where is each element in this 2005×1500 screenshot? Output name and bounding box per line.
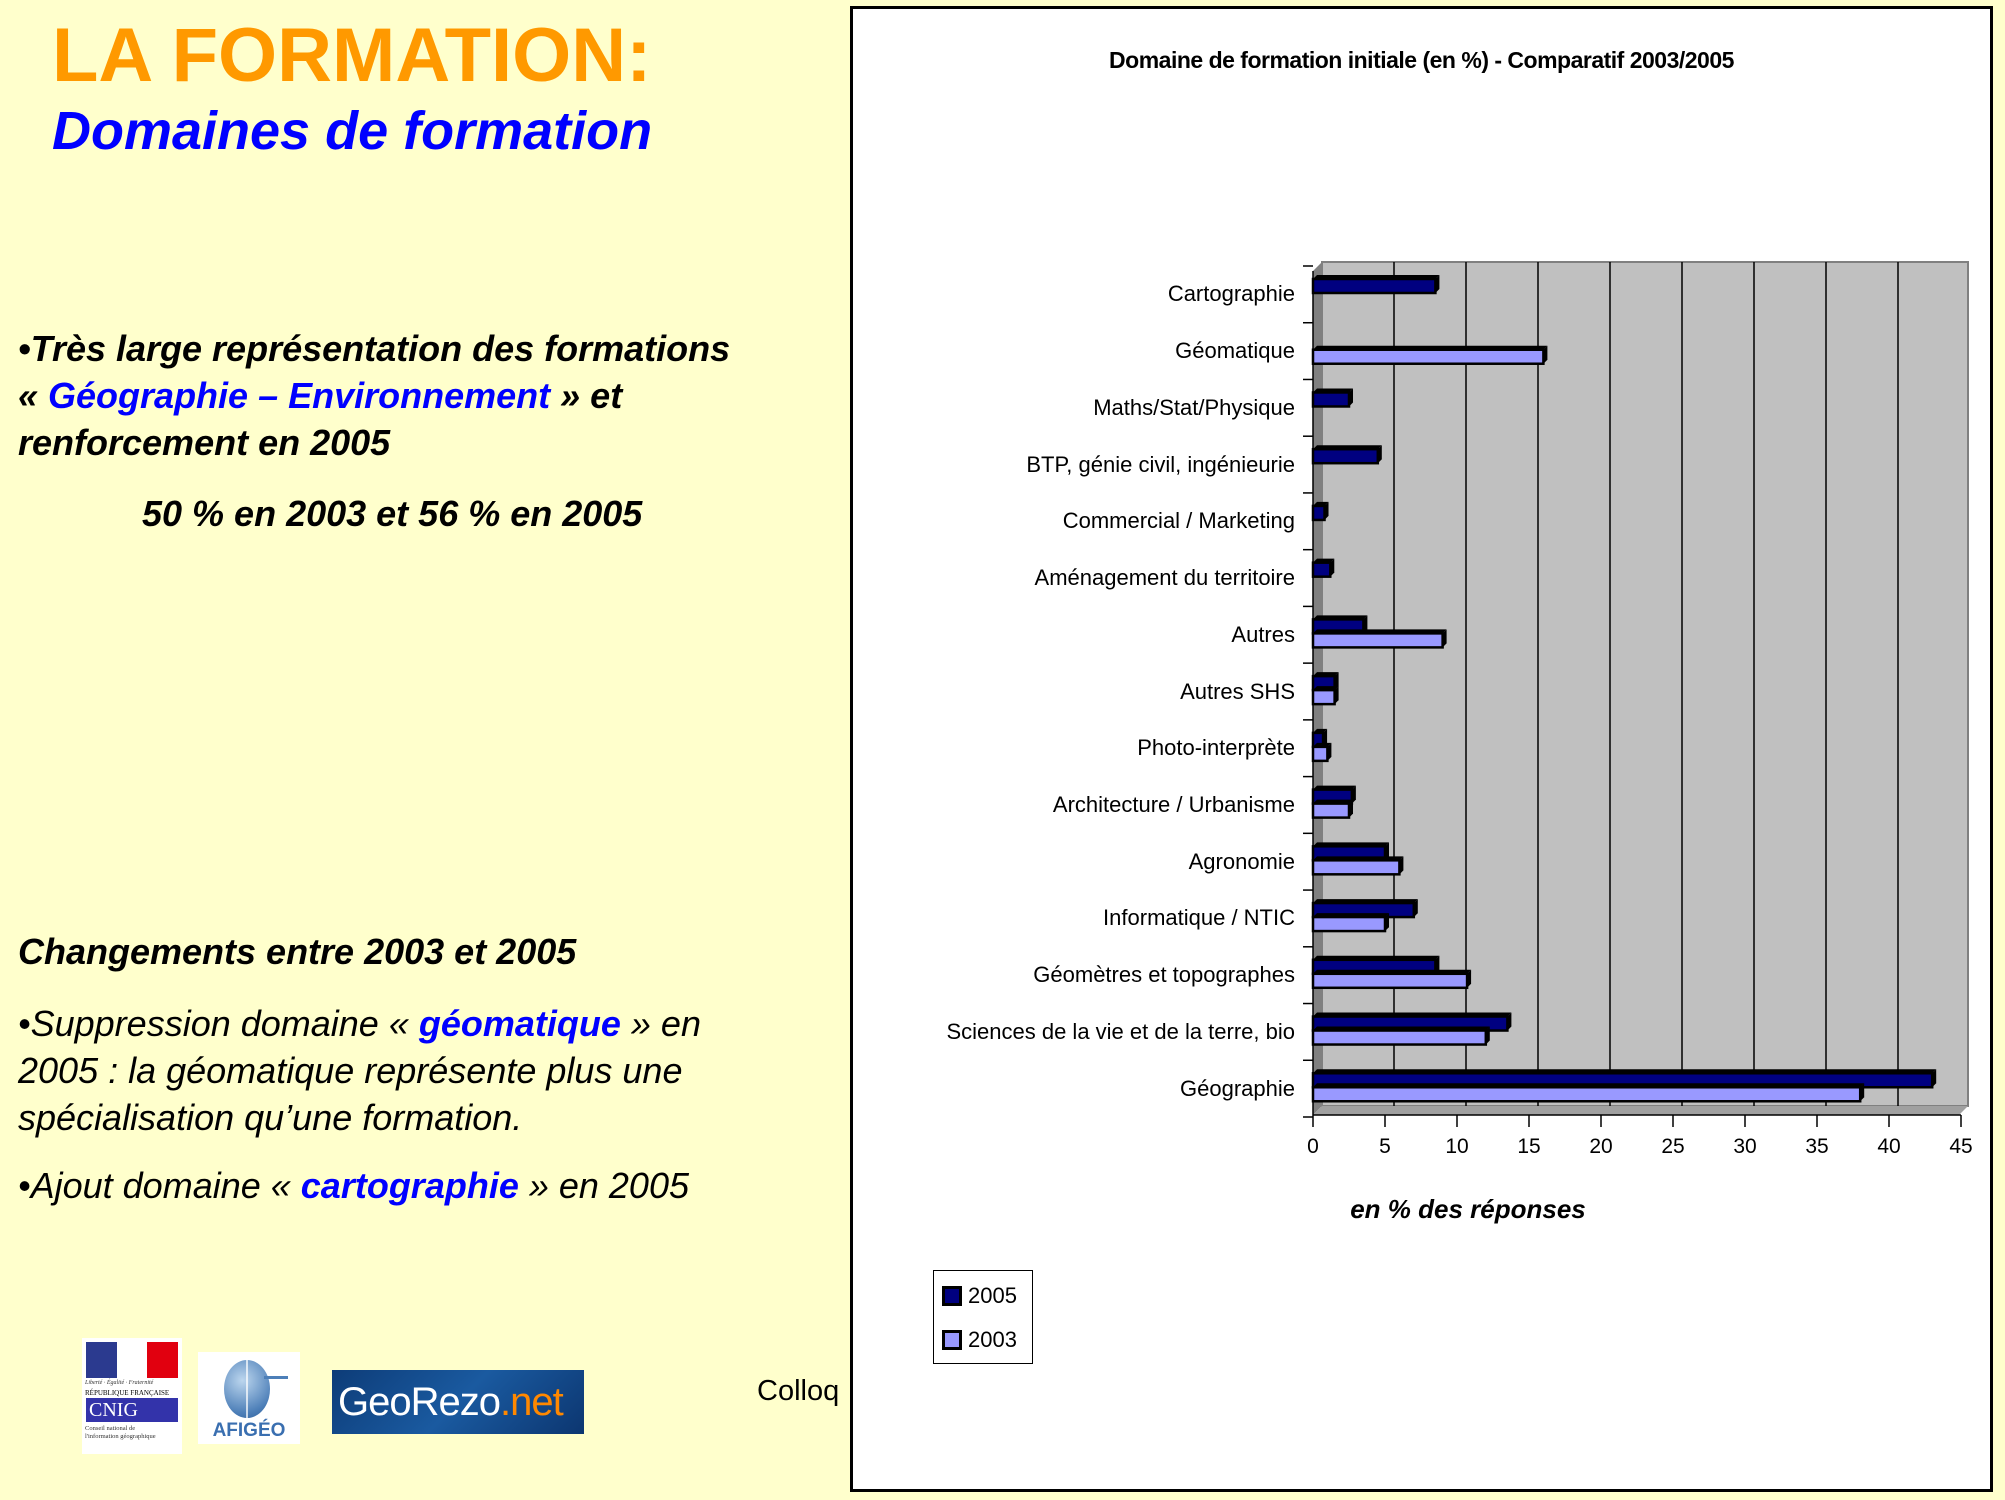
highlight-geographie-environnement: Géographie – Environnement <box>48 375 551 416</box>
category-label: Commercial / Marketing <box>1062 508 1295 534</box>
georezo-logo: GeoRezo.net <box>332 1370 584 1434</box>
category-label: Informatique / NTIC <box>1103 905 1295 931</box>
bar-2003 <box>1311 632 1444 649</box>
chart-legend: 2005 2003 <box>933 1270 1033 1364</box>
bar-2005 <box>1311 277 1437 295</box>
category-label: Maths/Stat/Physique <box>1093 394 1295 420</box>
x-tick-label: 5 <box>1379 1135 1391 1158</box>
category-labels: Cartographie Géomatique Maths/Stat/Physiqu… <box>853 9 1295 1489</box>
x-tick-label: 30 <box>1733 1135 1757 1158</box>
afigeo-logo: AFIGÉO <box>198 1352 300 1444</box>
category-label: Géographie <box>1180 1075 1295 1101</box>
chart-panel: Domaine de formation initiale (en %) - C… <box>850 6 1993 1492</box>
bar-2005 <box>1311 391 1351 408</box>
x-tick-label: 25 <box>1661 1135 1685 1158</box>
swatch-2003 <box>942 1330 962 1350</box>
bar-2003 <box>1311 859 1401 876</box>
bullet-geographie: •Très large représentation des formation… <box>18 328 731 463</box>
bullet-cartographie: •Ajout domaine « cartographie » en 2005 <box>18 1165 689 1206</box>
category-label: Autres SHS <box>1180 678 1295 704</box>
x-tick-label: 45 <box>1949 1135 1973 1158</box>
bar-2005 <box>1311 561 1332 578</box>
stat-line: 50 % en 2003 et 56 % en 2005 <box>142 493 643 534</box>
bar-2003 <box>1311 802 1351 819</box>
category-label: Autres <box>1231 621 1295 647</box>
x-tick-label: 15 <box>1517 1135 1541 1158</box>
category-label: Sciences de la vie et de la terre, bio <box>946 1018 1295 1044</box>
category-label: Agronomie <box>1188 848 1295 874</box>
legend-item-2005: 2005 <box>942 1283 1017 1309</box>
category-label: Cartographie <box>1167 281 1295 307</box>
bullet-geomatique: •Suppression domaine « géomatique » en 2… <box>18 1003 701 1138</box>
bar-2005 <box>1311 447 1380 465</box>
french-flag-icon <box>86 1342 179 1378</box>
footer-text: Colloq <box>757 1375 840 1407</box>
x-tick-label: 0 <box>1307 1135 1319 1158</box>
bar-2005 <box>1311 504 1326 522</box>
x-axis-label: en % des réponses <box>1350 1194 1586 1224</box>
bar-2003 <box>1311 972 1469 990</box>
legend-item-2003: 2003 <box>942 1327 1017 1353</box>
x-tick-label: 20 <box>1589 1135 1613 1158</box>
category-label: Architecture / Urbanisme <box>1052 791 1295 817</box>
bar-2003 <box>1311 348 1545 365</box>
category-label: Géomatique <box>1175 338 1295 364</box>
swatch-2005 <box>942 1286 962 1306</box>
changes-heading: Changements entre 2003 et 2005 <box>18 931 577 972</box>
category-label: Photo-interprète <box>1137 735 1295 761</box>
x-tick-label: 35 <box>1805 1135 1829 1158</box>
x-tick-label: 40 <box>1877 1135 1901 1158</box>
bar-2003 <box>1311 745 1329 763</box>
highlight-geomatique: géomatique <box>418 1003 621 1044</box>
category-label: Géomètres et topographes <box>1033 962 1295 988</box>
bar-2003 <box>1311 915 1387 933</box>
cnig-logo: Liberté · Égalité · Fraternité RÉPUBLIQU… <box>82 1338 182 1454</box>
globe-icon <box>224 1360 270 1418</box>
highlight-cartographie: cartographie <box>300 1165 519 1206</box>
bar-2003 <box>1311 1086 1862 1103</box>
bar-chart <box>1303 261 1969 1127</box>
chart-title: Domaine de formation initiale (en %) - C… <box>1109 47 1734 73</box>
category-label: BTP, génie civil, ingénieurie <box>1026 451 1295 477</box>
bar-2003 <box>1311 1029 1488 1046</box>
category-label: Aménagement du territoire <box>1034 565 1295 591</box>
bar-2003 <box>1311 688 1336 706</box>
slide-title: LA FORMATION: <box>52 13 652 98</box>
x-tick-label: 10 <box>1445 1135 1469 1158</box>
slide-subtitle: Domaines de formation <box>52 101 653 161</box>
